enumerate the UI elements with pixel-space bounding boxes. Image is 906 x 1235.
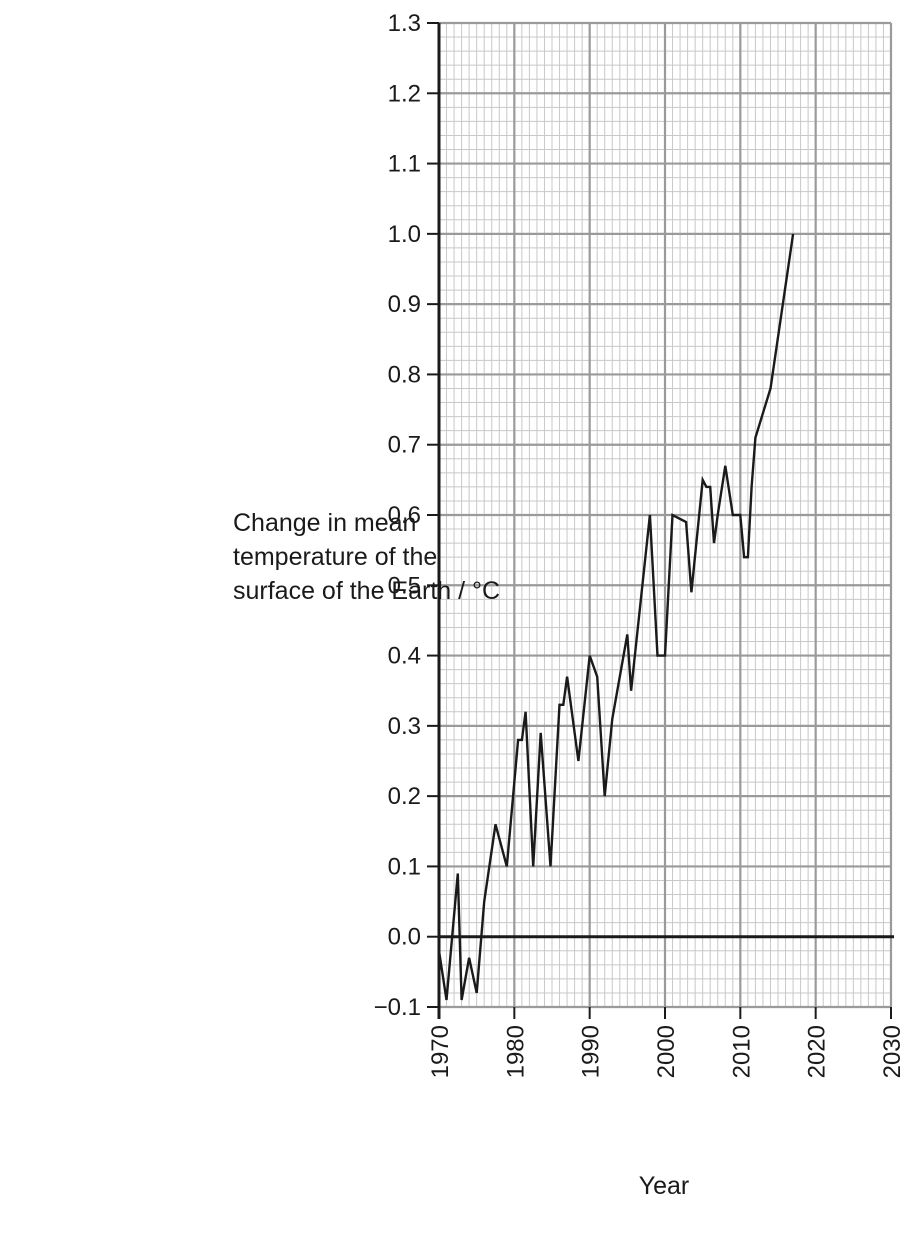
y-tick-label: 1.1 — [388, 151, 421, 178]
y-axis-label-line-1: Change in mean — [233, 509, 416, 537]
y-tick-label: 0.1 — [388, 853, 421, 880]
y-tick-label: 0.6 — [388, 502, 421, 529]
y-tick-label: 0.8 — [388, 361, 421, 388]
y-tick-label: 0.0 — [388, 924, 421, 951]
y-tick-label: 0.9 — [388, 291, 421, 318]
series-group — [437, 233, 795, 1001]
y-tick-label: 0.3 — [388, 713, 421, 740]
y-tick-label: 0.5 — [388, 572, 421, 599]
y-tick-label: 0.2 — [388, 783, 421, 810]
x-tick-label: 2030 — [879, 1025, 906, 1078]
x-tick-label: 2000 — [653, 1025, 680, 1078]
x-tick-label: 2020 — [804, 1025, 831, 1078]
x-axis-label: Year — [639, 1172, 690, 1200]
x-tick-label: 1990 — [578, 1025, 605, 1078]
y-tick-label: 0.7 — [388, 432, 421, 459]
y-tick-label: 1.3 — [388, 10, 421, 37]
x-tick-labels: 1970 1980 1990 2000 2010 2020 2030 — [427, 1007, 906, 1078]
x-tick-label: 1980 — [502, 1025, 529, 1078]
axes — [437, 23, 894, 1019]
y-tick-label: −0.1 — [374, 994, 421, 1021]
temperature-series-line — [437, 233, 795, 1001]
y-tick-labels: −0.1 0.0 0.1 0.2 0.3 0.4 0.5 0.6 0.7 0.8 0.9 1.0 1.1… — [374, 10, 439, 1021]
y-axis-label-line-3: surface of the Earth / °C — [233, 577, 500, 605]
x-tick-label: 1970 — [427, 1025, 454, 1078]
y-tick-label: 1.0 — [388, 221, 421, 248]
x-tick-label: 2010 — [728, 1025, 755, 1078]
y-tick-label: 0.4 — [388, 643, 421, 670]
y-axis-label-line-2: temperature of the — [233, 543, 437, 571]
y-tick-label: 1.2 — [388, 80, 421, 107]
